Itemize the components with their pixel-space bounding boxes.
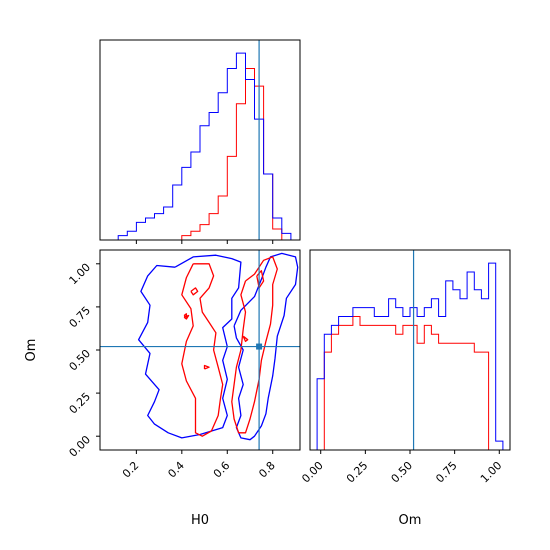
x-tick-label-om: 1.00 — [478, 459, 505, 486]
h0-om-contour-panel: 0.2 0.4 0.6 0.8 0.00 0.25 0.50 0.75 1.00 H0 Om — [24, 249, 301, 528]
contour-series-b — [242, 335, 249, 343]
contour-series-a — [233, 252, 299, 441]
om-histogram-series-b — [317, 316, 503, 450]
y-tick-label-om: 0.50 — [67, 347, 94, 374]
x-tick-label-h0: 0.6 — [211, 459, 233, 481]
contour-series-b — [181, 263, 224, 437]
x-tick-label-h0: 0.8 — [256, 459, 278, 481]
h0-histogram-series-a — [117, 52, 292, 240]
om-histogram-series-a — [316, 262, 504, 450]
x-axis-label-h0: H0 — [191, 513, 209, 528]
y-axis-label-om: Om — [24, 339, 39, 362]
y-tick-label-om: 0.25 — [67, 390, 94, 417]
y-tick-label-om: 1.00 — [67, 261, 94, 288]
om-histogram-frame — [309, 249, 511, 451]
h0-histogram-frame — [99, 39, 301, 241]
contour-series-b — [256, 270, 265, 289]
contour-frame — [99, 249, 301, 451]
contour-series-b — [203, 364, 210, 370]
x-axis-label-om: Om — [399, 513, 422, 528]
x-tick-label-om: 0.25 — [344, 459, 371, 486]
x-tick-label-h0: 0.2 — [120, 459, 142, 481]
h0-histogram-panel — [99, 39, 301, 244]
y-tick-label-om: 0.00 — [67, 433, 94, 460]
om-histogram-panel: 0.00 0.25 0.50 0.75 1.00 Om — [299, 249, 511, 528]
contour-series-b — [183, 314, 190, 320]
contour-truth-marker — [256, 343, 263, 350]
x-tick-label-h0: 0.4 — [165, 459, 187, 481]
h0-histogram-series-b — [118, 68, 291, 241]
x-tick-label-om: 0.75 — [433, 459, 460, 486]
x-tick-label-om: 0.00 — [299, 459, 326, 486]
y-tick-label-om: 0.75 — [67, 304, 94, 331]
x-tick-label-om: 0.50 — [389, 459, 416, 486]
contour-series-b — [190, 287, 199, 296]
